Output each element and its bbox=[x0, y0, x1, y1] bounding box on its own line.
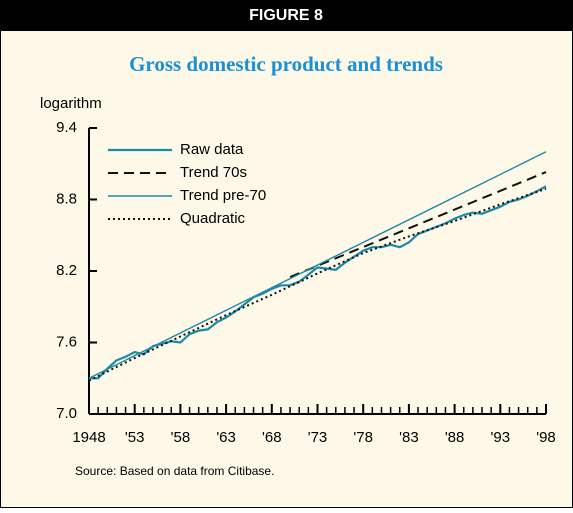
x-tick-label: '93 bbox=[491, 429, 511, 446]
series-line bbox=[88, 187, 547, 382]
y-tick-label: 7.6 bbox=[56, 333, 77, 350]
y-tick-label: 8.2 bbox=[56, 262, 77, 279]
series-line bbox=[89, 185, 547, 380]
x-tick-label: 1948 bbox=[72, 429, 105, 446]
x-tick-label: '78 bbox=[353, 429, 373, 446]
legend-label: Raw data bbox=[180, 141, 244, 158]
y-tick-label: 9.4 bbox=[56, 119, 77, 136]
source: Source: Based on data from Citibase. bbox=[75, 464, 274, 478]
legend-label: Quadratic bbox=[180, 210, 246, 227]
x-tick-label: '63 bbox=[216, 429, 236, 446]
chart-title: Gross domestic product and trends bbox=[129, 52, 443, 76]
legend-label: Trend pre-70 bbox=[180, 187, 266, 204]
series-line bbox=[289, 171, 547, 278]
y-axis-label: logarithm bbox=[40, 95, 102, 112]
legend-label: Trend 70s bbox=[180, 164, 247, 181]
header: FIGURE 8 bbox=[249, 7, 323, 24]
x-tick-label: '58 bbox=[171, 429, 191, 446]
y-tick-label: 7.0 bbox=[56, 405, 77, 422]
x-tick-label: '98 bbox=[536, 429, 556, 446]
x-tick-label: '88 bbox=[445, 429, 465, 446]
y-tick-label: 8.8 bbox=[56, 190, 77, 207]
x-tick-label: '68 bbox=[262, 429, 282, 446]
x-tick-label: '73 bbox=[308, 429, 328, 446]
x-tick-label: '53 bbox=[125, 429, 145, 446]
series-line bbox=[88, 151, 547, 379]
header-bar bbox=[0, 0, 573, 31]
x-tick-label: '83 bbox=[399, 429, 419, 446]
